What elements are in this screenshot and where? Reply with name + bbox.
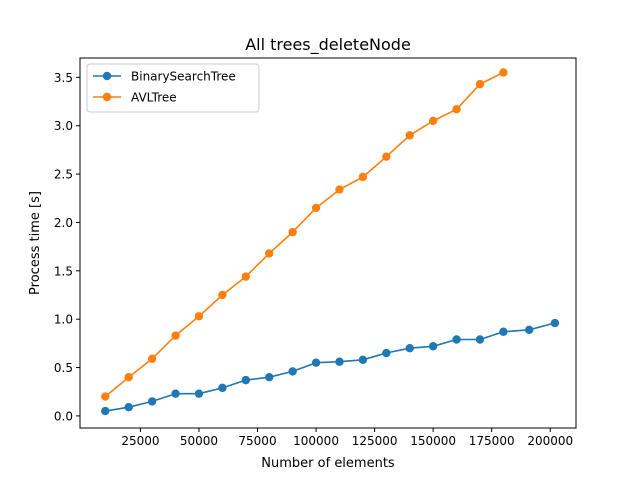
series-avltree	[101, 68, 508, 401]
y-tick-label: 3.5	[54, 71, 73, 85]
series-binarysearchtree	[101, 318, 560, 416]
y-tick-label: 0.5	[54, 361, 73, 375]
data-point	[499, 327, 508, 336]
series-line	[104, 71, 504, 398]
data-point	[288, 367, 297, 376]
legend: BinarySearchTree AVLTree	[86, 63, 260, 113]
data-point	[241, 272, 251, 281]
data-point	[194, 312, 204, 321]
data-point	[524, 325, 534, 335]
data-point	[428, 342, 438, 351]
x-axis-label: Number of elements	[261, 456, 395, 471]
chart-title: All trees_deleteNode	[245, 35, 411, 55]
x-axis-ticks: 25000 50000 75000 100000 125000 150000 175000 2…	[121, 428, 573, 448]
y-tick-label: 3.0	[54, 119, 73, 133]
data-point	[405, 131, 414, 140]
y-tick-label: 1.0	[54, 313, 73, 327]
data-point	[335, 357, 344, 366]
data-point	[241, 375, 251, 385]
x-tick-label: 125000	[352, 434, 398, 448]
data-point	[218, 290, 227, 300]
x-tick-label: 25000	[121, 434, 159, 448]
data-point	[147, 397, 157, 406]
x-tick-label: 100000	[293, 434, 339, 448]
data-point	[101, 392, 110, 401]
plot-area-frame	[79, 57, 577, 429]
data-point	[311, 358, 321, 367]
data-point	[499, 68, 508, 77]
legend-marker	[102, 71, 112, 81]
data-point	[101, 406, 110, 416]
data-point	[265, 373, 274, 382]
data-point	[171, 389, 180, 398]
x-tick-label: 150000	[410, 434, 456, 448]
data-point	[428, 116, 438, 126]
series-layer	[101, 68, 560, 416]
legend-marker	[102, 92, 112, 102]
data-point	[358, 172, 368, 182]
data-point	[124, 403, 133, 412]
x-tick-label: 175000	[469, 434, 515, 448]
data-point	[550, 318, 560, 328]
x-tick-label: 50000	[180, 434, 218, 448]
legend-label: BinarySearchTree	[131, 70, 236, 84]
data-point	[311, 203, 321, 213]
legend-label: AVLTree	[131, 91, 177, 105]
data-point	[358, 355, 368, 365]
x-tick-label: 200000	[527, 434, 573, 448]
data-point	[382, 152, 391, 161]
data-point	[171, 331, 180, 340]
data-point	[335, 185, 344, 194]
legend-item: AVLTree	[93, 91, 177, 105]
data-point	[194, 389, 204, 398]
y-tick-label: 0.0	[54, 409, 73, 423]
data-point	[147, 354, 157, 364]
y-tick-label: 2.5	[54, 168, 73, 182]
data-point	[382, 348, 391, 358]
legend-item: BinarySearchTree	[93, 70, 236, 84]
data-point	[265, 249, 274, 258]
x-tick-label: 75000	[238, 434, 276, 448]
data-point	[475, 79, 485, 89]
data-point	[452, 335, 461, 344]
y-tick-label: 2.0	[54, 216, 73, 230]
data-point	[218, 383, 227, 393]
y-axis-label: Process time [s]	[28, 191, 43, 295]
legend-box	[86, 63, 260, 113]
y-tick-label: 1.5	[54, 264, 73, 278]
data-point	[288, 227, 297, 237]
data-point	[475, 335, 485, 344]
data-point	[124, 373, 133, 382]
data-point	[452, 105, 461, 114]
data-point	[405, 343, 414, 353]
y-axis-ticks: 0.0 0.5 1.0 1.5 2.0 2.5 3.0 3.5	[54, 71, 80, 423]
